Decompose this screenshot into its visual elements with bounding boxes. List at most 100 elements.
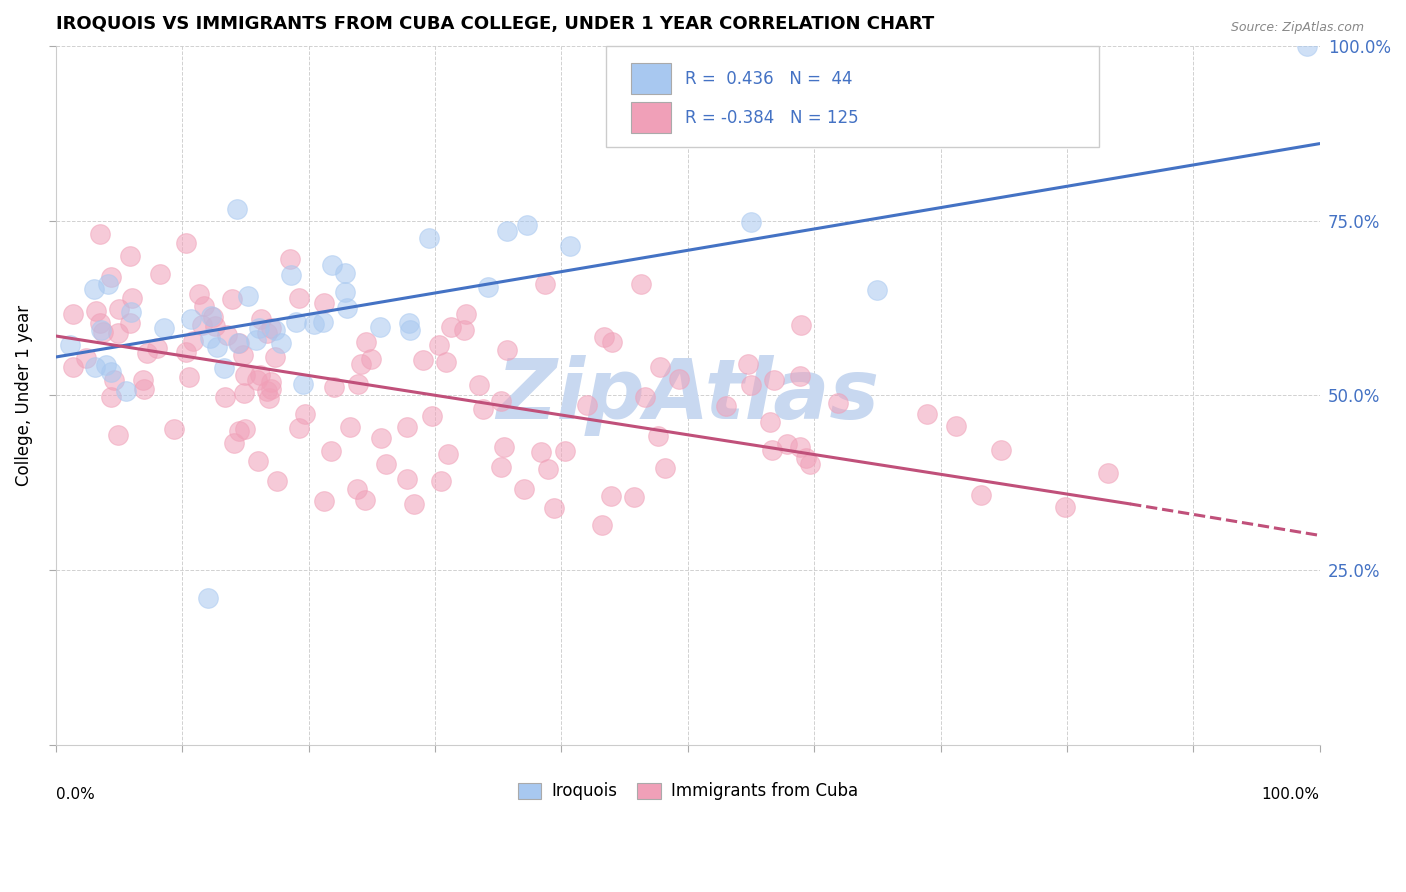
Point bbox=[354, 493, 377, 508]
Point bbox=[90, 323, 112, 337]
Point bbox=[197, 591, 219, 606]
Point bbox=[789, 368, 811, 383]
Point bbox=[866, 283, 889, 297]
Point bbox=[654, 460, 676, 475]
Point bbox=[215, 328, 238, 343]
Point bbox=[108, 301, 131, 316]
Point bbox=[314, 296, 336, 310]
Point bbox=[245, 334, 267, 348]
Point bbox=[132, 373, 155, 387]
Point bbox=[163, 422, 186, 436]
Point bbox=[803, 99, 825, 113]
Point bbox=[761, 443, 783, 458]
Point bbox=[356, 334, 378, 349]
Point bbox=[214, 390, 236, 404]
Point bbox=[233, 386, 256, 401]
Text: R =  0.436   N =  44: R = 0.436 N = 44 bbox=[685, 70, 853, 87]
Point bbox=[360, 351, 382, 366]
Point bbox=[599, 489, 621, 503]
Point bbox=[204, 318, 226, 333]
Point bbox=[945, 418, 967, 433]
Legend: Iroquois, Immigrants from Cuba: Iroquois, Immigrants from Cuba bbox=[512, 775, 865, 807]
Point bbox=[89, 227, 111, 241]
Point bbox=[395, 419, 418, 434]
Point bbox=[256, 326, 278, 341]
Point bbox=[321, 258, 343, 272]
Point bbox=[285, 315, 308, 329]
Point bbox=[100, 269, 122, 284]
Point bbox=[350, 358, 373, 372]
Point bbox=[370, 431, 392, 445]
Point bbox=[412, 353, 434, 368]
Point bbox=[263, 323, 285, 337]
Point bbox=[492, 440, 515, 454]
Point bbox=[263, 350, 285, 364]
Point bbox=[440, 319, 463, 334]
Point bbox=[1097, 467, 1119, 481]
Point bbox=[634, 390, 657, 404]
Point bbox=[198, 331, 221, 345]
Point bbox=[323, 380, 346, 394]
Point bbox=[560, 239, 582, 253]
Point bbox=[346, 377, 368, 392]
Point bbox=[763, 373, 786, 387]
Point bbox=[513, 482, 536, 496]
Point bbox=[434, 355, 457, 369]
Point bbox=[495, 224, 517, 238]
Point bbox=[228, 335, 250, 350]
Point bbox=[333, 266, 356, 280]
Point bbox=[321, 443, 343, 458]
Point bbox=[418, 230, 440, 244]
Text: 100.0%: 100.0% bbox=[1261, 788, 1320, 802]
Point bbox=[96, 277, 118, 291]
Point bbox=[430, 475, 453, 489]
Point bbox=[149, 267, 172, 281]
Point bbox=[495, 343, 517, 357]
Point bbox=[107, 326, 129, 340]
Point bbox=[107, 428, 129, 442]
Point bbox=[472, 402, 495, 417]
Point bbox=[333, 285, 356, 299]
Point bbox=[250, 312, 273, 326]
Point bbox=[257, 391, 280, 405]
Text: IROQUOIS VS IMMIGRANTS FROM CUBA COLLEGE, UNDER 1 YEAR CORRELATION CHART: IROQUOIS VS IMMIGRANTS FROM CUBA COLLEGE… bbox=[56, 15, 934, 33]
Point bbox=[246, 373, 269, 387]
Point bbox=[191, 318, 214, 333]
Point bbox=[280, 268, 302, 283]
Point bbox=[260, 375, 283, 389]
Point bbox=[575, 398, 598, 412]
Point bbox=[990, 443, 1012, 458]
Point bbox=[630, 277, 652, 291]
Point bbox=[737, 357, 759, 371]
Text: ZipAtlas: ZipAtlas bbox=[496, 355, 879, 436]
Point bbox=[136, 346, 159, 360]
Point bbox=[292, 377, 315, 392]
Point bbox=[420, 409, 443, 423]
Point bbox=[270, 335, 292, 350]
Point bbox=[89, 316, 111, 330]
Point bbox=[775, 437, 797, 451]
Point bbox=[280, 252, 302, 267]
Point bbox=[647, 429, 669, 443]
Point bbox=[790, 318, 813, 333]
Point bbox=[176, 236, 198, 251]
Point bbox=[740, 215, 762, 229]
Point bbox=[121, 291, 143, 305]
Point bbox=[516, 218, 538, 232]
Point bbox=[118, 316, 141, 330]
Point bbox=[83, 282, 105, 296]
Point bbox=[374, 457, 396, 471]
Point bbox=[83, 359, 105, 374]
Point bbox=[1054, 500, 1077, 515]
Bar bbox=[631, 63, 671, 94]
Point bbox=[489, 459, 512, 474]
Point bbox=[346, 482, 368, 496]
Point bbox=[100, 365, 122, 379]
Point bbox=[529, 444, 551, 458]
Point bbox=[84, 303, 107, 318]
Point bbox=[176, 345, 198, 359]
Point bbox=[146, 341, 169, 355]
Point bbox=[399, 323, 422, 337]
Point bbox=[799, 457, 821, 471]
Point bbox=[228, 424, 250, 438]
